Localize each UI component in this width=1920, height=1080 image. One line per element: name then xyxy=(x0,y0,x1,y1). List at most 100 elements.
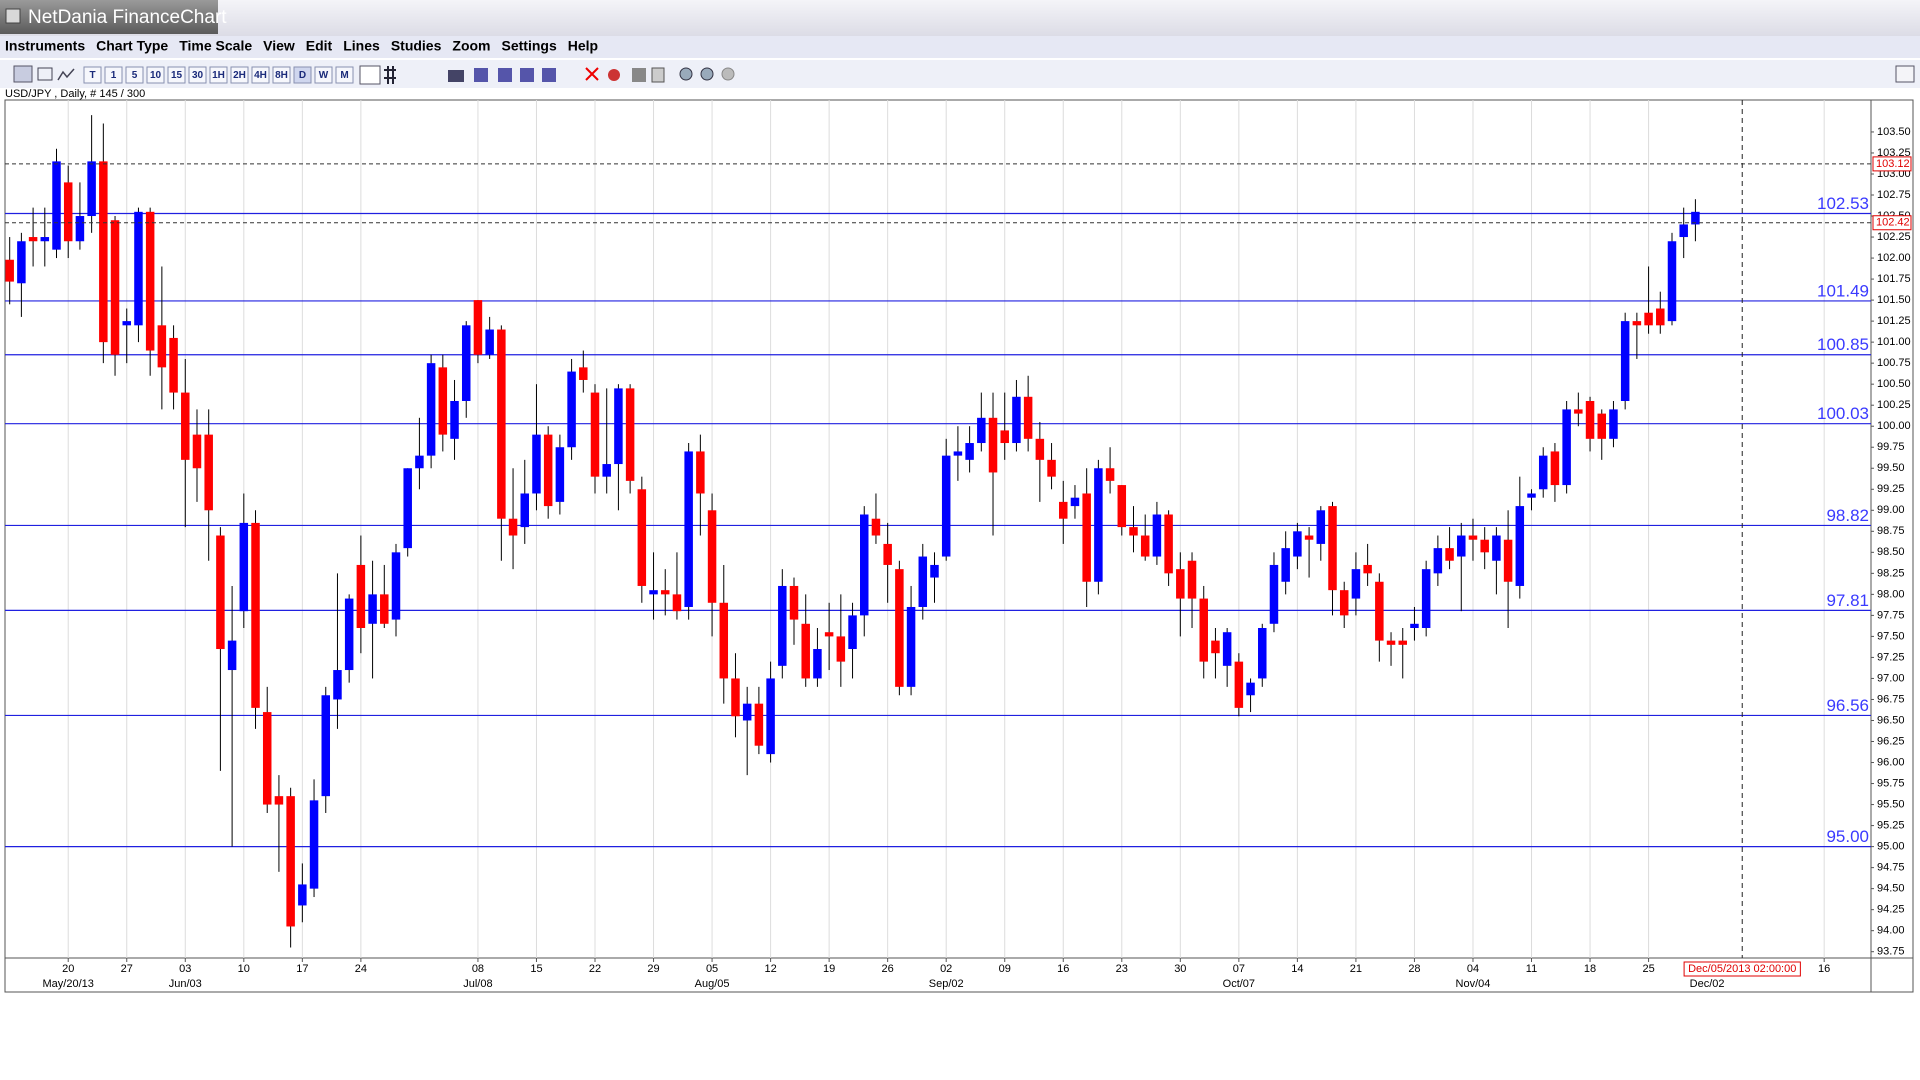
toolbar-button[interactable] xyxy=(104,66,123,84)
menu-item[interactable]: Lines xyxy=(343,38,380,54)
crosshair-icon[interactable] xyxy=(359,65,381,85)
toolbar-button[interactable] xyxy=(251,66,270,84)
level-label: 96.56 xyxy=(1826,696,1869,715)
icon[interactable] xyxy=(474,68,488,82)
candle-body xyxy=(1105,468,1115,481)
print-icon[interactable] xyxy=(632,68,646,82)
menu-item[interactable]: Chart Type xyxy=(96,38,168,54)
chart-type-icon[interactable] xyxy=(13,65,33,83)
toolbar-button-label[interactable]: 10 xyxy=(150,70,162,81)
toolbar-button[interactable] xyxy=(314,66,333,84)
toolbar-button[interactable] xyxy=(209,66,228,84)
candle-body xyxy=(731,678,740,717)
menu-item[interactable]: Instruments xyxy=(5,38,85,54)
candle-body xyxy=(1082,493,1091,582)
title-tab xyxy=(0,0,218,34)
candle-body xyxy=(52,161,61,250)
icon[interactable] xyxy=(57,68,75,81)
icon[interactable] xyxy=(498,68,512,82)
toolbar-button[interactable] xyxy=(167,66,186,84)
app-icon xyxy=(5,8,21,24)
toolbar-button[interactable] xyxy=(146,66,165,84)
toolbar-button[interactable] xyxy=(83,66,102,84)
toolbar-button-label[interactable]: T xyxy=(89,70,95,81)
candle-body xyxy=(1035,438,1045,460)
toolbar-button[interactable] xyxy=(125,66,144,84)
toolbar-button-label[interactable]: 1H xyxy=(212,70,225,81)
candle-body xyxy=(1094,468,1103,582)
app-title: NetDania FinanceChart xyxy=(28,7,227,28)
toolbar-button-label[interactable]: 4H xyxy=(254,70,267,81)
zoom-in-icon[interactable] xyxy=(679,67,693,81)
candle-body xyxy=(754,703,764,746)
y-tick-label: 97.75 xyxy=(1877,609,1905,621)
toolbar-button-label[interactable]: 15 xyxy=(171,70,183,81)
icon[interactable] xyxy=(542,68,556,82)
menu-item[interactable]: View xyxy=(263,38,295,54)
candle-body xyxy=(766,678,775,755)
y-tick-label: 98.00 xyxy=(1877,588,1905,600)
toolbar-button-label[interactable]: M xyxy=(340,70,348,81)
toolbar-icons xyxy=(13,65,1915,85)
candle-body xyxy=(1632,321,1642,326)
y-tick-label: 97.00 xyxy=(1877,672,1905,684)
menu-item[interactable]: Studies xyxy=(391,38,442,54)
y-tick-label: 94.25 xyxy=(1877,904,1905,916)
candle-body xyxy=(99,161,108,343)
toolbar-button[interactable] xyxy=(230,66,249,84)
y-tick-label: 96.50 xyxy=(1877,714,1905,726)
candle-body xyxy=(262,712,272,805)
toolbar-button-label[interactable]: 8H xyxy=(275,70,288,81)
candle-body xyxy=(1457,535,1466,557)
y-tick-label: 95.50 xyxy=(1877,798,1905,810)
level-label: 97.81 xyxy=(1826,591,1869,610)
y-tick-label: 99.75 xyxy=(1877,441,1905,453)
icon[interactable] xyxy=(608,69,620,81)
toolbar-button-label[interactable]: 2H xyxy=(233,70,246,81)
candle-body xyxy=(637,489,647,586)
menu-item[interactable]: Zoom xyxy=(452,38,490,54)
x-tick-label: 30 xyxy=(1174,963,1186,975)
candle-body xyxy=(684,451,693,607)
menu-item[interactable]: Help xyxy=(568,38,598,54)
delete-icon[interactable] xyxy=(585,67,599,81)
candle-body xyxy=(906,606,916,687)
candle-body xyxy=(251,522,260,708)
toolbar-button[interactable] xyxy=(188,66,207,84)
candle-body xyxy=(801,623,810,679)
preview-icon[interactable] xyxy=(651,67,665,83)
candle-body xyxy=(1679,224,1688,238)
icon[interactable] xyxy=(520,68,534,82)
toolbar-button[interactable] xyxy=(335,66,354,84)
candle-body xyxy=(1691,211,1700,225)
candle-body xyxy=(614,388,623,465)
grid-icon[interactable] xyxy=(384,66,396,84)
x-period-label: Nov/04 xyxy=(1456,978,1491,990)
toolbar-button-label[interactable]: W xyxy=(319,70,329,81)
menu-item[interactable]: Time Scale xyxy=(179,38,252,54)
y-tick-label: 98.50 xyxy=(1877,546,1905,558)
y-tick-label: 102.00 xyxy=(1877,252,1911,264)
candle-body xyxy=(508,518,518,536)
toolbar-button[interactable] xyxy=(293,66,312,84)
toolbar-button-label[interactable]: 1 xyxy=(111,70,117,81)
toolbar-button[interactable] xyxy=(272,66,291,84)
toolbar-button-label[interactable]: 5 xyxy=(132,70,138,81)
icon[interactable] xyxy=(37,67,53,81)
zoom-reset-icon[interactable] xyxy=(721,67,735,81)
menu-item[interactable]: Edit xyxy=(306,38,333,54)
x-tick-label: 09 xyxy=(999,963,1011,975)
zoom-out-icon[interactable] xyxy=(700,67,714,81)
menu-item[interactable]: Settings xyxy=(502,38,557,54)
y-tick-label: 95.00 xyxy=(1877,841,1905,853)
toolbar-button-label[interactable]: 30 xyxy=(192,70,204,81)
y-tick-label: 101.25 xyxy=(1877,315,1911,327)
candle-body xyxy=(1550,451,1560,486)
window-button[interactable] xyxy=(1895,65,1915,83)
toolbar-button-label[interactable]: D xyxy=(299,70,306,81)
candle-body xyxy=(848,615,857,650)
x-tick-label: 07 xyxy=(1233,963,1245,975)
candle-body xyxy=(859,514,869,616)
crosshair-label: Dec/05/2013 02:00:00 xyxy=(1688,963,1796,975)
icon[interactable] xyxy=(448,70,464,82)
